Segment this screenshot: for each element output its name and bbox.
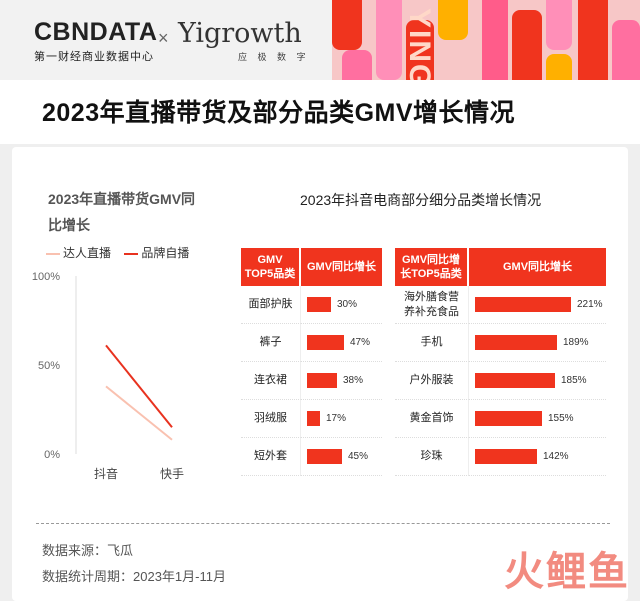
legend-label: 达人直播 <box>63 246 112 260</box>
decorative-pattern <box>332 0 640 80</box>
bar-value-label: 30% <box>337 299 358 310</box>
category-cell: 户外服装 <box>395 362 469 400</box>
category-cell: 海外膳食营 养补充食品 <box>395 286 469 324</box>
data-period: 数据统计周期：2023年1月-11月 <box>42 569 226 584</box>
bar-value-label: 142% <box>543 451 569 462</box>
bar <box>475 449 537 464</box>
line-chart: 100% 50% 0% 抖音 快手 <box>32 271 184 481</box>
page-title: 2023年直播带货及部分品类GMV增长情况 <box>42 99 516 127</box>
series-line <box>105 344 173 428</box>
bar-value-label: 47% <box>350 337 371 348</box>
title-band <box>0 80 640 144</box>
top5-growth-table: GMV同比增长TOP5品类 GMV同比增长 海外膳食营 养补充食品 221% 手机 18… <box>395 248 606 476</box>
bar-value-label: 189% <box>563 337 589 348</box>
value-cell: 189% <box>469 324 606 362</box>
category-cell: 黄金首饰 <box>395 400 469 438</box>
table-row: 短外套 45% <box>241 438 382 476</box>
cross-icon: × <box>158 28 169 48</box>
right-chart-title: 2023年抖音电商部分细分品类增长情况 <box>300 192 542 208</box>
data-source: 数据来源：飞瓜 <box>42 543 134 558</box>
value-cell: 47% <box>301 324 382 362</box>
bar-value-label: 155% <box>548 413 574 424</box>
value-cell: 17% <box>301 400 382 438</box>
bar-value-label: 38% <box>343 375 364 386</box>
value-cell: 38% <box>301 362 382 400</box>
category-cell: 面部护肤 <box>241 286 301 324</box>
table-row: 手机 189% <box>395 324 606 362</box>
category-cell: 连衣裙 <box>241 362 301 400</box>
table-row: 面部护肤 30% <box>241 286 382 324</box>
legend-label: 品牌自播 <box>141 246 190 260</box>
column-header: GMV同比增长 <box>469 248 606 286</box>
yigrowth-logo: Yigrowth <box>178 18 302 49</box>
category-cell: 珍珠 <box>395 438 469 476</box>
category-cell: 羽绒服 <box>241 400 301 438</box>
table-row: 羽绒服 17% <box>241 400 382 438</box>
bar <box>475 297 571 312</box>
value-cell: 155% <box>469 400 606 438</box>
y-tick-label: 0% <box>44 449 60 461</box>
x-tick-label: 抖音 <box>94 466 118 481</box>
y-tick-label: 50% <box>38 360 60 372</box>
table-row: 珍珠 142% <box>395 438 606 476</box>
bar-value-label: 221% <box>577 299 603 310</box>
x-tick-label: 快手 <box>160 467 184 481</box>
yigrowth-subtitle: 应 极 数 字 <box>238 52 310 62</box>
table-row: 裤子 47% <box>241 324 382 362</box>
series-line <box>105 385 173 441</box>
table-row: 户外服装 185% <box>395 362 606 400</box>
left-chart-title: 2023年直播带货GMV同比增长 <box>48 191 196 233</box>
category-cell: 手机 <box>395 324 469 362</box>
bar <box>307 411 320 426</box>
legend-item-kol: 达人直播 <box>46 246 111 260</box>
value-cell: 45% <box>301 438 382 476</box>
bar <box>475 335 557 350</box>
cbndata-logo: CBNDATA <box>34 18 158 46</box>
value-cell: 142% <box>469 438 606 476</box>
legend-item-brand: 品牌自播 <box>124 246 189 260</box>
value-cell: 30% <box>301 286 382 324</box>
table-row: 连衣裙 38% <box>241 362 382 400</box>
category-cell: 短外套 <box>241 438 301 476</box>
bar <box>307 449 342 464</box>
watermark: 火鲤鱼 <box>504 550 630 594</box>
bar <box>307 297 331 312</box>
cbndata-subtitle: 第一财经商业数据中心 <box>34 51 154 63</box>
top5-gmv-table: GMV TOP5品类 GMV同比增长 面部护肤 30% 裤子 47% 连衣裙 38% 羽绒服… <box>241 248 382 476</box>
bar-value-label: 17% <box>326 413 347 424</box>
category-cell: 裤子 <box>241 324 301 362</box>
bar-value-label: 185% <box>561 375 587 386</box>
bar <box>475 411 542 426</box>
bar <box>307 373 337 388</box>
column-header: GMV TOP5品类 <box>241 248 301 286</box>
bar <box>307 335 344 350</box>
value-cell: 221% <box>469 286 606 324</box>
column-header: GMV同比增长 <box>301 248 382 286</box>
chart-legend: 达人直播 品牌自播 <box>46 244 199 261</box>
column-header: GMV同比增长TOP5品类 <box>395 248 469 286</box>
table-row: 海外膳食营 养补充食品 221% <box>395 286 606 324</box>
bar <box>475 373 555 388</box>
value-cell: 185% <box>469 362 606 400</box>
table-row: 黄金首饰 155% <box>395 400 606 438</box>
header-bar: CBNDATA 第一财经商业数据中心 × Yigrowth 应 极 数 字 YI… <box>0 0 640 89</box>
deco-lettering: YING <box>403 8 436 90</box>
y-tick-label: 100% <box>32 271 60 283</box>
divider <box>36 523 610 524</box>
bar-value-label: 45% <box>348 451 369 462</box>
